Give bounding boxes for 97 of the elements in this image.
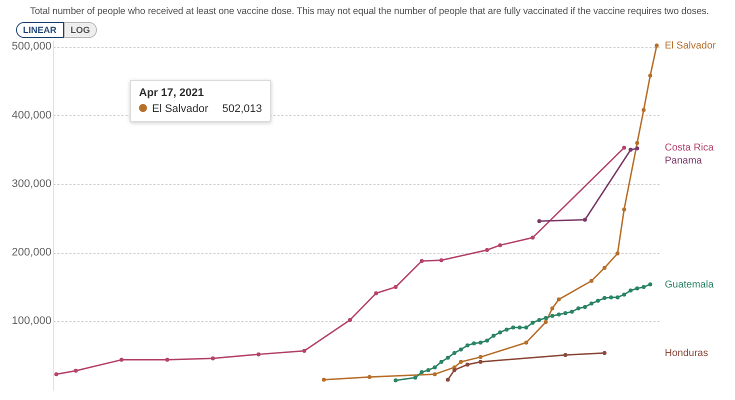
point [563, 353, 568, 357]
point [446, 356, 450, 360]
text: LINEAR [16, 22, 64, 38]
point [518, 326, 522, 330]
point [420, 370, 424, 374]
point [576, 306, 580, 310]
point [302, 348, 306, 353]
point [616, 295, 620, 300]
point [413, 376, 418, 380]
point [622, 292, 626, 297]
point [472, 341, 476, 346]
point [485, 338, 490, 343]
point [537, 318, 542, 322]
point [570, 310, 574, 314]
point [439, 258, 444, 262]
point [478, 340, 483, 345]
point [556, 312, 561, 317]
point [524, 340, 528, 345]
point [550, 306, 554, 310]
point [394, 378, 398, 382]
point [642, 285, 646, 290]
point [446, 378, 450, 382]
point [210, 356, 215, 360]
point [348, 318, 352, 322]
point [628, 148, 633, 152]
point [465, 362, 470, 367]
point [458, 348, 463, 352]
point [165, 358, 170, 362]
point [465, 343, 470, 348]
point [504, 328, 509, 332]
point [544, 316, 548, 320]
point [394, 285, 398, 290]
point [642, 108, 646, 112]
y-tick-label: 300,000 [12, 178, 52, 190]
point [602, 296, 607, 300]
point [628, 288, 633, 292]
point [648, 74, 652, 78]
point [492, 334, 496, 338]
point [654, 43, 659, 48]
y-tick-label: 100,000 [12, 315, 52, 328]
point [511, 326, 516, 330]
series-label: Guatemala [664, 279, 714, 290]
point [432, 372, 437, 376]
point [439, 360, 444, 364]
point [374, 291, 378, 296]
point [426, 368, 430, 372]
point [635, 286, 640, 290]
point [550, 314, 554, 318]
point [485, 248, 490, 252]
point [498, 330, 502, 334]
point [452, 368, 456, 372]
point [530, 320, 535, 325]
annotation: Apr 17, 2021 [139, 87, 205, 99]
point [478, 360, 483, 364]
point [622, 208, 626, 212]
point [582, 218, 587, 222]
point [589, 278, 594, 283]
point [498, 243, 502, 248]
point [524, 326, 528, 330]
point [120, 358, 124, 362]
point [537, 219, 542, 224]
annotation: 502,013 [222, 103, 262, 115]
point [420, 258, 424, 263]
point [432, 365, 437, 370]
text: LOG [64, 22, 97, 38]
point [635, 146, 640, 150]
point [256, 352, 261, 356]
chart-subtitle: Total number of people who received at least one vaccine dose. This may not equal the number of people that are fully vaccinated if the vaccine requires two doses. [30, 6, 710, 17]
point [556, 297, 561, 302]
point [544, 320, 548, 324]
y-tick-label: 500,000 [12, 40, 52, 53]
point [54, 372, 58, 376]
point [368, 374, 372, 379]
point [530, 236, 535, 240]
point [582, 304, 587, 309]
point [596, 298, 600, 303]
point [609, 295, 614, 300]
y-tick-label: 400,000 [12, 109, 52, 122]
point [648, 282, 652, 286]
point [622, 146, 626, 150]
point [635, 140, 640, 145]
text: Costa Rica [664, 142, 714, 154]
point [589, 302, 594, 306]
text: Panama [664, 156, 702, 167]
point [322, 378, 326, 382]
point [616, 251, 620, 256]
point [602, 350, 607, 355]
point [478, 355, 483, 360]
point [458, 360, 463, 364]
series-label: El Salvador [664, 40, 717, 52]
point [74, 368, 78, 373]
point [563, 311, 568, 316]
text: Honduras [664, 348, 708, 359]
y-tick-label: 200,000 [12, 246, 52, 259]
point [602, 266, 607, 270]
annotation: El Salvador [152, 103, 208, 115]
point [452, 350, 456, 355]
